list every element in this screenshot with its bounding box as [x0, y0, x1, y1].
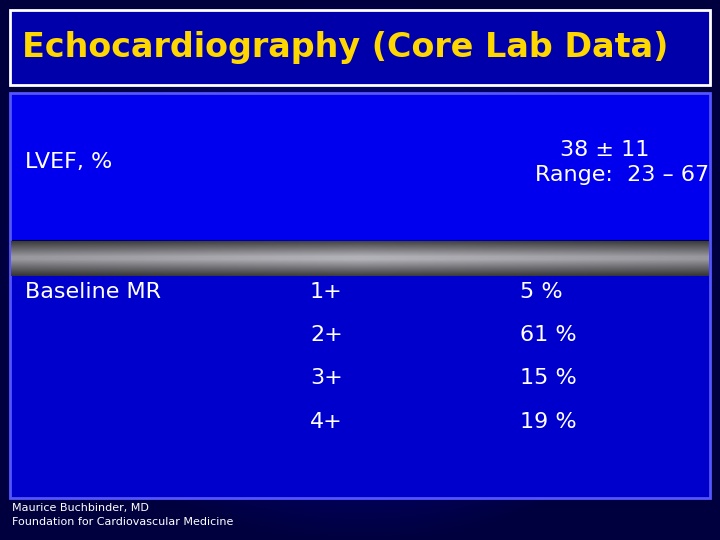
Text: 19 %: 19 % — [520, 412, 577, 432]
Text: Foundation for Cardiovascular Medicine: Foundation for Cardiovascular Medicine — [12, 517, 233, 527]
Text: LVEF, %: LVEF, % — [25, 152, 112, 172]
Text: 38 ± 11: 38 ± 11 — [560, 140, 649, 160]
Text: 2+: 2+ — [310, 325, 343, 345]
Text: Maurice Buchbinder, MD: Maurice Buchbinder, MD — [12, 503, 149, 513]
Text: 5 %: 5 % — [520, 282, 562, 302]
Text: 15 %: 15 % — [520, 368, 577, 388]
Text: Echocardiography (Core Lab Data): Echocardiography (Core Lab Data) — [22, 31, 668, 64]
Text: 3+: 3+ — [310, 368, 343, 388]
Bar — [10, 10, 710, 85]
Text: 4+: 4+ — [310, 412, 343, 432]
Bar — [11, 95, 709, 240]
Text: Baseline MR: Baseline MR — [25, 282, 161, 302]
Bar — [10, 93, 710, 498]
Text: Range:  23 – 67: Range: 23 – 67 — [535, 165, 709, 185]
Bar — [11, 276, 709, 497]
Text: 61 %: 61 % — [520, 325, 577, 345]
Text: 1+: 1+ — [310, 282, 343, 302]
